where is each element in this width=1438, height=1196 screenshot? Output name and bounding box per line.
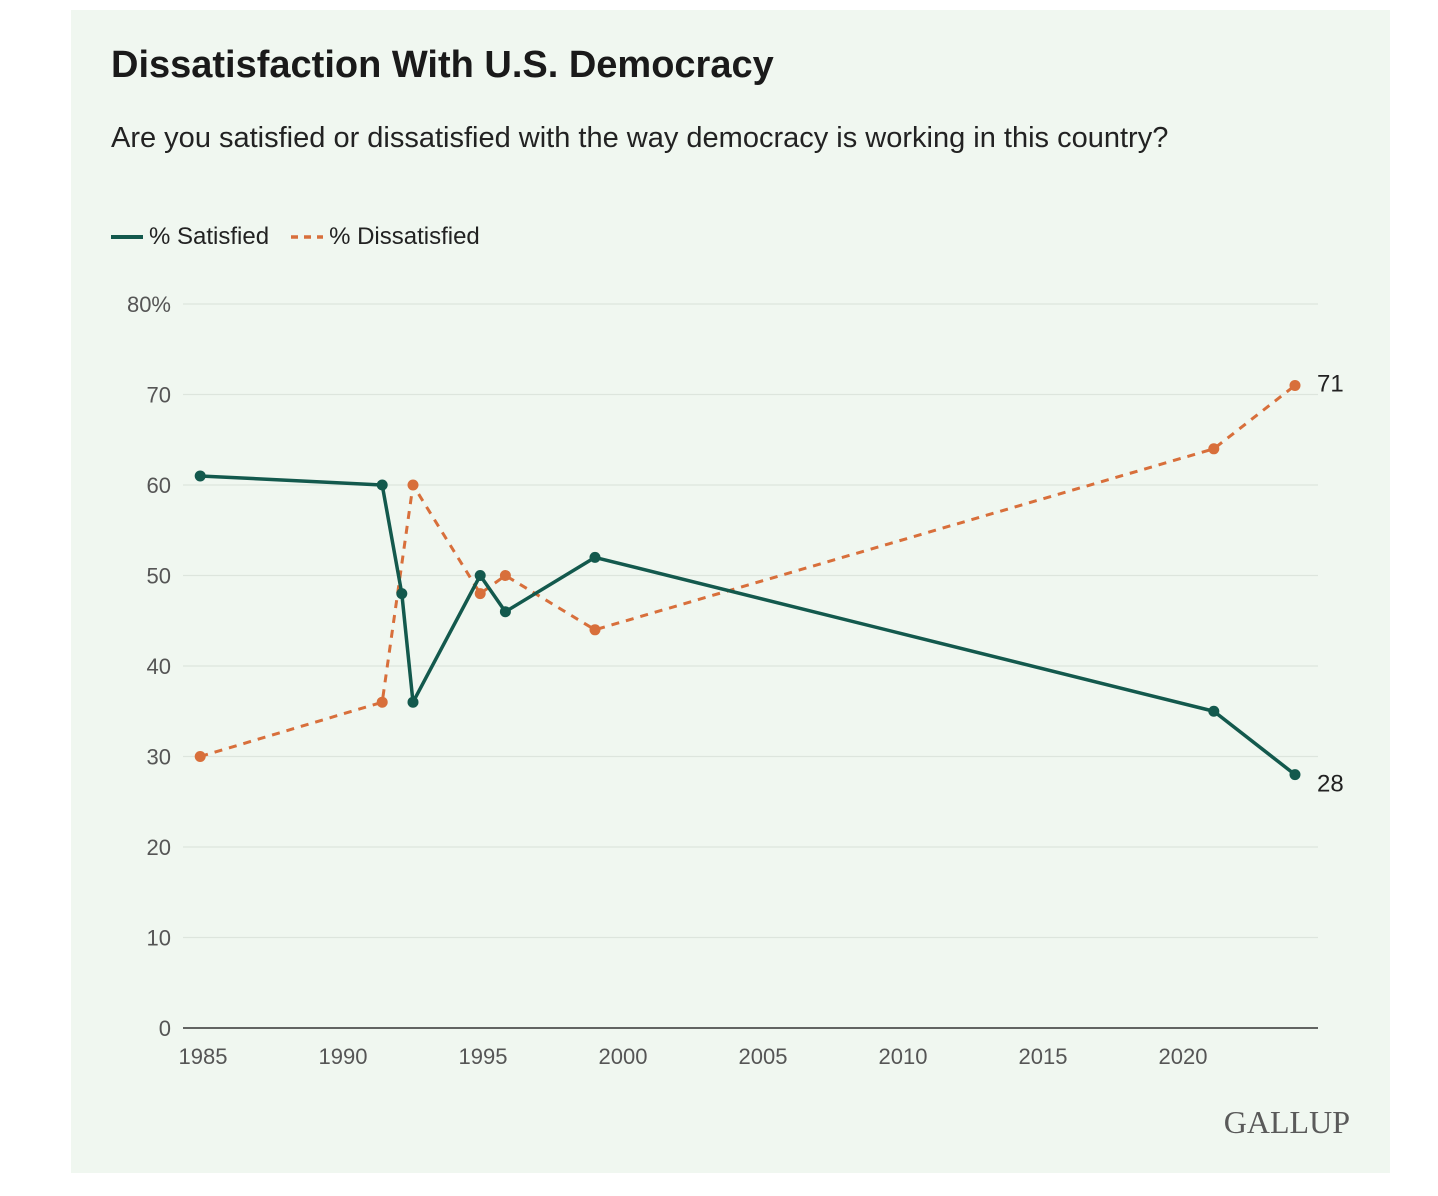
chart-subtitle: Are you satisfied or dissatisfied with t… bbox=[111, 122, 1169, 154]
legend-label-dissatisfied: % Dissatisfied bbox=[329, 223, 480, 250]
data-point-satisfied-3 bbox=[407, 696, 419, 708]
series-line-satisfied bbox=[200, 474, 1297, 776]
data-point-dissatisfied-5 bbox=[589, 624, 601, 636]
legend-item-satisfied: % Satisfied bbox=[111, 223, 269, 251]
data-point-satisfied-7 bbox=[1208, 705, 1220, 717]
data-point-satisfied-4 bbox=[474, 570, 486, 581]
y-tick-label-80: 80% bbox=[127, 292, 171, 317]
data-point-satisfied-2 bbox=[396, 588, 408, 600]
legend-swatch-dissatisfied bbox=[291, 235, 324, 239]
y-tick-label-10: 10 bbox=[147, 926, 171, 951]
legend-swatch-satisfied bbox=[111, 235, 143, 239]
x-tick-label-1995: 1995 bbox=[459, 1044, 508, 1069]
data-point-dissatisfied-6 bbox=[1208, 443, 1220, 455]
x-tick-label-2010: 2010 bbox=[879, 1044, 928, 1069]
y-tick-label-20: 20 bbox=[147, 835, 171, 860]
y-tick-label-60: 60 bbox=[147, 473, 171, 498]
x-tick-label-1990: 1990 bbox=[319, 1044, 368, 1069]
data-point-dissatisfied-3 bbox=[474, 588, 486, 600]
data-point-dissatisfied-7 bbox=[1289, 379, 1301, 391]
data-point-satisfied-1 bbox=[376, 479, 388, 491]
series-line-dissatisfied bbox=[199, 384, 1296, 758]
y-tick-label-40: 40 bbox=[147, 654, 171, 679]
x-tick-label-2005: 2005 bbox=[739, 1044, 788, 1069]
y-tick-label-50: 50 bbox=[147, 564, 171, 589]
data-point-satisfied-8 bbox=[1289, 769, 1301, 781]
data-point-satisfied-0 bbox=[194, 470, 206, 482]
x-tick-label-1985: 1985 bbox=[179, 1044, 228, 1069]
legend-item-dissatisfied: % Dissatisfied bbox=[291, 223, 480, 251]
x-tick-label-2000: 2000 bbox=[599, 1044, 648, 1069]
end-label-dissatisfied: 71 bbox=[1317, 370, 1344, 397]
data-point-dissatisfied-2 bbox=[407, 479, 419, 491]
data-point-dissatisfied-1 bbox=[376, 696, 388, 708]
data-point-dissatisfied-0 bbox=[194, 751, 206, 762]
legend-label-satisfied: % Satisfied bbox=[149, 223, 270, 250]
chart-title: Dissatisfaction With U.S. Democracy bbox=[111, 44, 774, 86]
gallup-logo: GALLUP bbox=[1223, 1104, 1350, 1140]
data-point-satisfied-6 bbox=[589, 551, 601, 563]
y-tick-label-0: 0 bbox=[159, 1016, 171, 1041]
x-tick-label-2020: 2020 bbox=[1159, 1044, 1208, 1069]
legend: % Satisfied % Dissatisfied bbox=[111, 222, 502, 252]
x-tick-label-2015: 2015 bbox=[1019, 1044, 1068, 1069]
end-label-satisfied: 28 bbox=[1317, 771, 1344, 798]
data-point-dissatisfied-4 bbox=[499, 570, 511, 581]
y-tick-label-70: 70 bbox=[147, 383, 171, 408]
data-point-satisfied-5 bbox=[499, 606, 511, 618]
y-tick-label-30: 30 bbox=[147, 745, 171, 770]
